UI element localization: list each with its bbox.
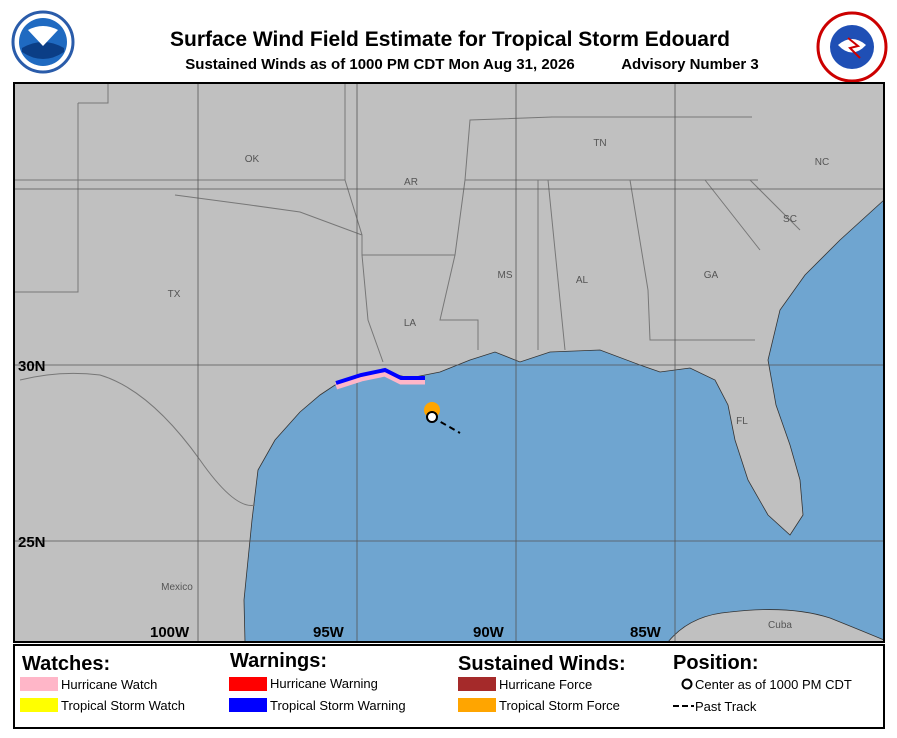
place-label: TN (593, 138, 606, 149)
legend-item: Hurricane Watch (61, 677, 157, 692)
place-label: OK (245, 154, 260, 165)
noaa-logo (11, 10, 75, 74)
place-label: AR (404, 177, 418, 188)
legend: Watches: Hurricane Watch Tropical Storm … (13, 644, 885, 729)
legend-item: Tropical Storm Force (499, 698, 620, 713)
tropical-storm-warning-line (335, 367, 425, 385)
legend-item: Tropical Storm Warning (270, 698, 406, 713)
place-label: Mexico (161, 582, 193, 593)
legend-title: Watches: (22, 653, 110, 675)
legend-title: Warnings: (230, 650, 327, 672)
swatch (20, 677, 58, 691)
map-frame (13, 82, 885, 643)
lat-label: 25N (18, 534, 46, 551)
cuba (667, 609, 885, 643)
swatch (458, 677, 496, 691)
place-label: GA (704, 270, 719, 281)
place-label: NC (815, 157, 829, 168)
storm-center (426, 411, 438, 423)
legend-frame (13, 644, 885, 729)
place-label: LA (404, 318, 417, 329)
legend-title: Position: (673, 652, 759, 674)
gulf-water (243, 199, 885, 643)
lon-label: 100W (150, 624, 190, 641)
state-borders (14, 83, 801, 506)
subtitle: Sustained Winds as of 1000 PM CDT Mon Au… (185, 56, 574, 73)
swatch (229, 698, 267, 712)
place-label: Cuba (768, 620, 792, 631)
legend-item: Center as of 1000 PM CDT (695, 677, 852, 692)
place-label: TX (168, 289, 181, 300)
lon-label: 85W (630, 624, 662, 641)
lon-label: 90W (473, 624, 505, 641)
place-label: FL (736, 416, 748, 427)
advisory: Advisory Number 3 (621, 56, 759, 73)
legend-item: Past Track (695, 699, 757, 714)
lat-label: 30N (18, 358, 46, 375)
place-label: MS (498, 270, 513, 281)
swatch (20, 698, 58, 712)
legend-item: Hurricane Warning (270, 676, 378, 691)
place-label: SC (783, 214, 797, 225)
lon-label: 95W (313, 624, 345, 641)
center-symbol (681, 678, 693, 690)
map: 30N 25N 100W 95W 90W 85W OK AR TN NC SC … (14, 83, 885, 643)
swatch (458, 698, 496, 712)
legend-item: Tropical Storm Watch (61, 698, 185, 713)
nws-logo (816, 11, 888, 83)
hurricane-watch-line (334, 369, 425, 390)
title: Surface Wind Field Estimate for Tropical… (170, 28, 730, 51)
legend-title: Sustained Winds: (458, 653, 626, 675)
swatch (229, 677, 267, 691)
place-label: AL (576, 275, 589, 286)
legend-item: Hurricane Force (499, 677, 592, 692)
